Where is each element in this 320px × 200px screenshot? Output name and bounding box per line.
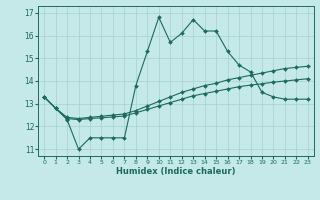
X-axis label: Humidex (Indice chaleur): Humidex (Indice chaleur)	[116, 167, 236, 176]
